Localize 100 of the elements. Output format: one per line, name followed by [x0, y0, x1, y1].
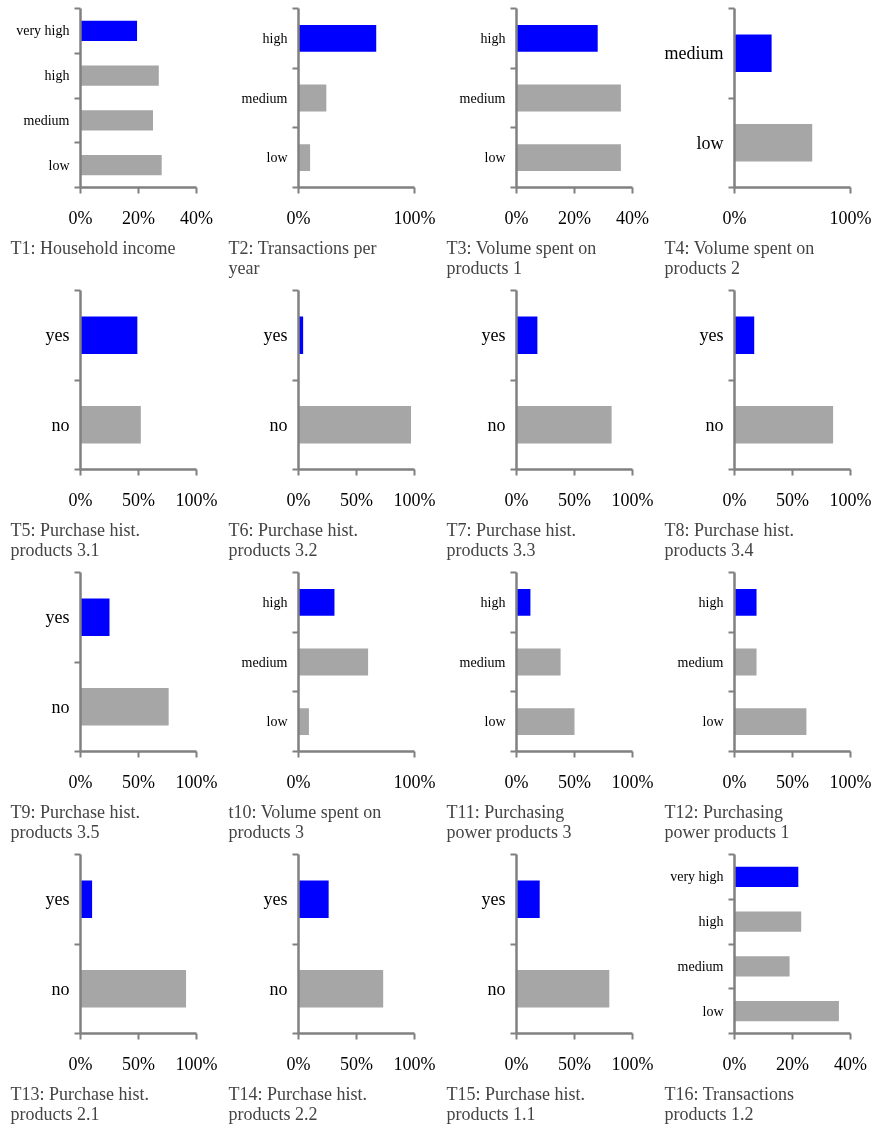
- y-tick-label: high: [262, 594, 288, 610]
- text: T7: Purchase hist. products 3.3: [446, 519, 576, 560]
- y-tick-label: no: [269, 978, 288, 999]
- x-tick-label: 0%: [722, 489, 747, 510]
- y-tick-label: no: [269, 414, 288, 435]
- text: T16: Transactions products 1.2: [664, 1083, 795, 1124]
- y-tick-label: medium: [677, 654, 724, 670]
- y-tick-label: medium: [459, 654, 506, 670]
- x-tick-label: 50%: [340, 489, 373, 510]
- x-tick-label: 0%: [504, 489, 529, 510]
- x-tick-label: 100%: [829, 207, 872, 228]
- x-tick-label: 0%: [286, 489, 311, 510]
- x-tick-label: 0%: [68, 1053, 93, 1074]
- y-tick-label: yes: [45, 889, 70, 910]
- y-tick-label: yes: [45, 325, 70, 346]
- x-tick-label: 0%: [68, 771, 93, 792]
- text: T12: Purchasing power products 1: [664, 801, 790, 842]
- y-tick-label: low: [702, 1003, 725, 1019]
- x-tick-label: 0%: [504, 1053, 529, 1074]
- x-tick-label: 0%: [722, 771, 747, 792]
- x-tick-label: 100%: [393, 489, 436, 510]
- y-tick-label: medium: [459, 90, 506, 106]
- text: T14: Purchase hist. products 2.2: [228, 1083, 367, 1124]
- y-tick-label: low: [266, 150, 289, 166]
- x-tick-label: 100%: [393, 1053, 436, 1074]
- x-tick-label: 0%: [286, 771, 311, 792]
- y-tick-label: yes: [481, 325, 506, 346]
- y-tick-label: low: [702, 714, 725, 730]
- text: t10: Volume spent on products 3: [228, 801, 382, 842]
- y-tick-label: high: [480, 594, 506, 610]
- x-tick-label: 0%: [722, 1053, 747, 1074]
- x-tick-label: 50%: [776, 489, 809, 510]
- x-tick-label: 0%: [722, 207, 747, 228]
- y-tick-label: yes: [481, 889, 506, 910]
- y-tick-label: no: [51, 696, 70, 717]
- y-tick-label: no: [51, 978, 70, 999]
- x-tick-label: 100%: [175, 489, 218, 510]
- x-tick-label: 50%: [776, 771, 809, 792]
- x-tick-label: 50%: [122, 1053, 155, 1074]
- y-tick-label: low: [266, 714, 289, 730]
- x-tick-label: 0%: [286, 1053, 311, 1074]
- y-tick-label: high: [262, 30, 288, 46]
- x-tick-label: 100%: [175, 771, 218, 792]
- x-tick-label: 100%: [611, 1053, 654, 1074]
- text: T2: Transactions per year: [228, 237, 377, 278]
- x-tick-label: 0%: [504, 207, 529, 228]
- x-tick-label: 100%: [829, 771, 872, 792]
- text: T6: Purchase hist. products 3.2: [228, 519, 358, 560]
- y-tick-label: yes: [699, 325, 724, 346]
- text: T9: Purchase hist. products 3.5: [10, 801, 140, 842]
- y-tick-label: very high: [670, 869, 724, 885]
- x-tick-label: 50%: [558, 771, 591, 792]
- y-tick-label: high: [44, 68, 70, 84]
- y-tick-label: no: [51, 414, 70, 435]
- x-tick-label: 50%: [340, 1053, 373, 1074]
- x-tick-label: 50%: [122, 771, 155, 792]
- y-tick-label: high: [698, 914, 724, 930]
- y-tick-label: low: [484, 150, 507, 166]
- x-tick-label: 0%: [68, 489, 93, 510]
- text: T13: Purchase hist. products 2.1: [10, 1083, 149, 1124]
- y-tick-label: medium: [664, 43, 724, 64]
- x-tick-label: 50%: [558, 1053, 591, 1074]
- x-tick-label: 20%: [558, 207, 591, 228]
- x-tick-label: 50%: [122, 489, 155, 510]
- x-tick-label: 40%: [616, 207, 649, 228]
- y-tick-label: no: [705, 414, 724, 435]
- y-tick-label: very high: [16, 23, 70, 39]
- y-tick-label: no: [487, 978, 506, 999]
- y-tick-label: medium: [677, 958, 724, 974]
- y-tick-label: yes: [263, 889, 288, 910]
- y-tick-label: low: [696, 132, 724, 153]
- x-tick-label: 50%: [558, 489, 591, 510]
- y-tick-label: medium: [241, 90, 288, 106]
- x-tick-label: 100%: [611, 489, 654, 510]
- text: T4: Volume spent on products 2: [664, 237, 815, 278]
- y-tick-label: high: [698, 594, 724, 610]
- y-tick-label: medium: [241, 654, 288, 670]
- y-tick-label: high: [480, 30, 506, 46]
- y-tick-label: yes: [263, 325, 288, 346]
- x-tick-label: 100%: [393, 207, 436, 228]
- y-tick-label: yes: [45, 607, 70, 628]
- y-tick-label: low: [48, 157, 71, 173]
- x-tick-label: 100%: [611, 771, 654, 792]
- y-tick-label: low: [484, 714, 507, 730]
- y-tick-label: medium: [23, 112, 70, 128]
- x-tick-label: 100%: [393, 771, 436, 792]
- text: T11: Purchasing power products 3: [446, 801, 572, 842]
- text: T5: Purchase hist. products 3.1: [10, 519, 140, 560]
- x-tick-label: 100%: [829, 489, 872, 510]
- x-tick-label: 0%: [286, 207, 311, 228]
- text: T1: Household income: [10, 237, 176, 258]
- x-tick-label: 40%: [834, 1053, 867, 1074]
- x-tick-label: 20%: [122, 207, 155, 228]
- text: T3: Volume spent on products 1: [446, 237, 597, 278]
- x-tick-label: 40%: [180, 207, 213, 228]
- y-tick-label: no: [487, 414, 506, 435]
- x-tick-label: 100%: [175, 1053, 218, 1074]
- text: T15: Purchase hist. products 1.1: [446, 1083, 585, 1124]
- x-tick-label: 20%: [776, 1053, 809, 1074]
- text: T8: Purchase hist. products 3.4: [664, 519, 794, 560]
